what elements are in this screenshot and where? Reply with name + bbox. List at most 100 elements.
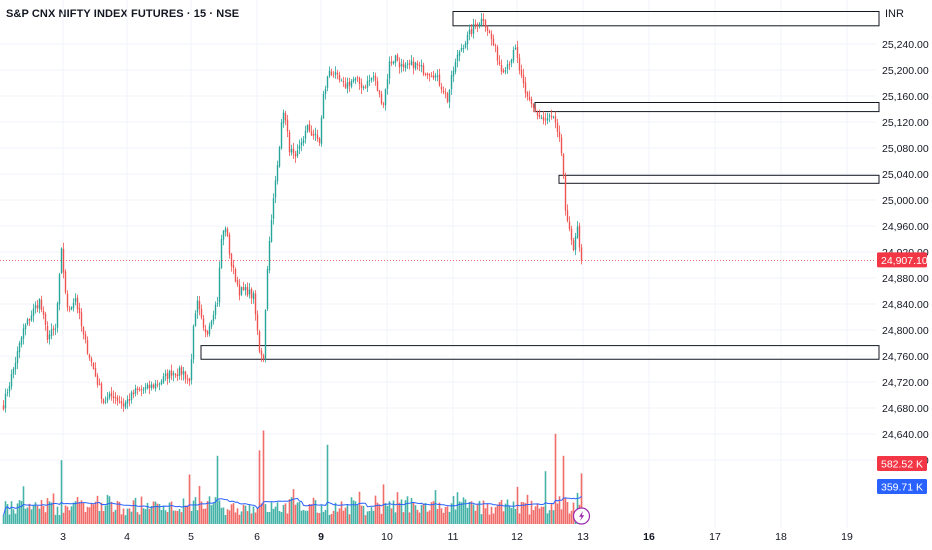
- volume-bar: [132, 500, 135, 524]
- candle-body: [26, 319, 29, 325]
- candle-body: [266, 269, 269, 310]
- candle-body: [12, 368, 15, 375]
- candle-body: [214, 304, 217, 315]
- volume-bar: [334, 502, 337, 524]
- volume-bar: [342, 510, 345, 524]
- candle-body: [2, 405, 5, 410]
- volume-bar: [254, 512, 257, 524]
- volume-last-badge: 582.52 K: [877, 456, 927, 471]
- volume-bar: [134, 497, 137, 524]
- volume-bar: [250, 513, 253, 524]
- volume-bar: [392, 500, 395, 524]
- volume-bar: [16, 503, 19, 524]
- volume-bar: [36, 505, 39, 524]
- candle-body: [170, 370, 173, 377]
- candle-body: [476, 24, 479, 27]
- candle-body: [354, 78, 357, 81]
- volume-bar: [50, 502, 53, 524]
- candle-body: [428, 74, 431, 76]
- last-price-badge-text: 24,907.10: [881, 255, 928, 267]
- volume-bar: [128, 508, 131, 524]
- volume-bar: [258, 450, 261, 524]
- volume-bar: [326, 444, 329, 524]
- volume-bar: [2, 515, 5, 524]
- candle-body: [516, 46, 519, 58]
- candle-body: [562, 153, 565, 176]
- zone-box: [558, 174, 880, 184]
- candle-body: [312, 134, 315, 136]
- volume-bar: [256, 508, 259, 524]
- candle-body: [568, 221, 571, 230]
- candle-body: [400, 64, 403, 67]
- volume-bar: [286, 513, 289, 524]
- candle-body: [8, 385, 11, 392]
- candle-body: [256, 314, 259, 331]
- candle-body: [514, 47, 517, 50]
- volume-bar: [8, 514, 11, 524]
- volume-bar: [192, 500, 195, 524]
- candle-body: [212, 315, 215, 322]
- volume-bar: [416, 509, 419, 524]
- candle-body: [258, 331, 261, 352]
- time-tick-label: 16: [643, 531, 655, 543]
- candle-body: [82, 327, 85, 335]
- candle-body: [482, 19, 485, 21]
- candle-body: [290, 148, 293, 153]
- price-tick-label: 25,080.00: [882, 143, 929, 155]
- volume-bar: [414, 505, 417, 524]
- volume-bar: [154, 501, 157, 524]
- chart-title: S&P CNX NIFTY INDEX FUTURES · 15 · NSE: [6, 8, 240, 20]
- candle-body: [280, 122, 283, 149]
- candle-body: [42, 310, 45, 315]
- volume-bar: [324, 509, 327, 524]
- candle-body: [488, 31, 491, 33]
- volume-bar: [38, 508, 41, 524]
- candle-body: [102, 399, 105, 403]
- candle-body: [342, 81, 345, 83]
- volume-bar: [354, 501, 357, 524]
- time-tick-label: 18: [775, 531, 787, 543]
- candle-body: [100, 383, 103, 400]
- volume-bar: [508, 505, 511, 524]
- axis-badges: 24,907.10 582.52 K 359.71 K: [877, 252, 928, 494]
- volume-bar: [284, 503, 287, 524]
- volume-bar: [332, 510, 335, 524]
- volume-bar: [366, 511, 369, 524]
- volume-bar: [74, 501, 77, 524]
- candle-body: [286, 119, 289, 132]
- candle-body: [324, 88, 327, 95]
- volume-bar: [54, 514, 57, 524]
- candle-body: [392, 61, 395, 64]
- candle-body: [560, 137, 563, 154]
- candle-body: [432, 75, 435, 78]
- volume-bar: [218, 500, 221, 524]
- candle-body: [424, 73, 427, 75]
- price-axis[interactable]: 25,240.00 25,200.00 25,160.00 25,120.00 25,0…: [882, 39, 929, 467]
- candle-body: [528, 96, 531, 100]
- volume-bar: [538, 508, 541, 524]
- volume-bar: [314, 500, 317, 524]
- volume-bar: [246, 511, 249, 524]
- candle-body: [276, 165, 279, 182]
- volume-bar: [378, 504, 381, 524]
- volume-bar: [370, 507, 373, 524]
- candle-body: [56, 303, 59, 328]
- candle-body: [332, 75, 335, 77]
- volume-bar: [180, 512, 183, 524]
- candle-body: [548, 115, 551, 117]
- candle-body: [224, 228, 227, 232]
- candle-body: [484, 20, 487, 28]
- volume-bar: [24, 508, 27, 524]
- candle-body: [68, 308, 71, 310]
- flash-icon[interactable]: [572, 507, 591, 525]
- volume-bar: [182, 498, 185, 524]
- volume-bar: [428, 510, 431, 524]
- volume-bar: [186, 505, 189, 524]
- volume-bar: [352, 500, 355, 524]
- candle-body: [184, 371, 187, 379]
- volume-bar: [18, 500, 21, 524]
- candle-body: [508, 63, 511, 65]
- candle-body: [530, 99, 533, 104]
- time-axis[interactable]: 3 4 5 6 9 10 11 12 13 16 17 18 19: [60, 531, 853, 543]
